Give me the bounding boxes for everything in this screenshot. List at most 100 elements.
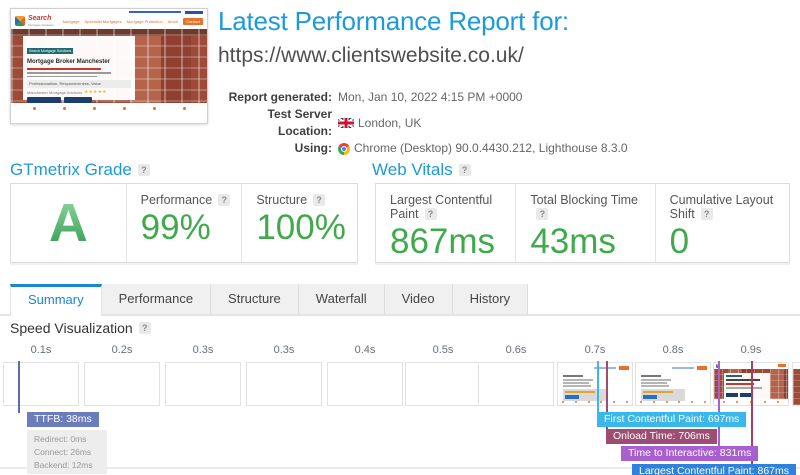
structure-metric-cell: Structure? 100% xyxy=(241,184,357,262)
thumb-nav-item: About xyxy=(167,19,179,24)
thumb-nav-item: Mortgage xyxy=(62,19,80,24)
thumb-email-link xyxy=(129,11,181,13)
filmstrip-frame-blank[interactable] xyxy=(84,362,160,406)
ttfb-detail-redirect: Redirect: 0ms xyxy=(34,434,87,444)
time-to-interactive-marker-line xyxy=(718,361,720,447)
time-to-interactive-badge[interactable]: Time to Interactive: 831ms xyxy=(621,446,759,461)
filmstrip-frame-blank[interactable] xyxy=(478,362,554,406)
lcp-metric-cell: Largest Contentful Paint? 867ms xyxy=(376,184,515,262)
filmstrip-frame-blank[interactable] xyxy=(165,362,241,406)
web-vitals-heading: Web Vitals? xyxy=(372,160,471,180)
onload-time-marker-line xyxy=(606,361,608,430)
timeline-tick: 0.5s xyxy=(432,344,454,356)
mini-gray-box xyxy=(641,389,685,401)
mini-text-line xyxy=(563,379,593,381)
mini-text-line xyxy=(563,375,583,377)
tab-performance[interactable]: Performance xyxy=(101,284,212,314)
meta-browser-text: Chrome (Desktop) 90.0.4430.212, Lighthou… xyxy=(354,141,628,155)
mini-nav-line xyxy=(594,367,616,369)
timeline-tick: 0.9s xyxy=(740,344,762,356)
timeline-tick: 0.3s xyxy=(192,344,214,356)
largest-contentful-paint-marker-line xyxy=(751,361,753,465)
help-icon[interactable]: ? xyxy=(138,322,151,334)
cls-label-text: Cumulative Layout Shift xyxy=(669,193,774,221)
onload-time-badge[interactable]: Onload Time: 706ms xyxy=(606,429,717,444)
ttfb-detail-connect: Connect: 26ms xyxy=(34,446,92,457)
filmstrip-frame-blank[interactable] xyxy=(3,362,79,406)
ttfb-details-box: Redirect: 0ms Connect: 26ms Backend: 12m… xyxy=(27,430,107,475)
thumb-rating-label: Manchester Mortgage Advisors xyxy=(27,89,83,95)
structure-label: Structure? xyxy=(256,193,357,207)
help-icon[interactable]: ? xyxy=(137,164,150,176)
tbt-label: Total Blocking Time? xyxy=(530,193,654,221)
cls-metric-cell: Cumulative Layout Shift? 0 xyxy=(654,184,789,262)
thumb-hero-textline xyxy=(27,75,97,77)
mini-text-line xyxy=(563,382,589,384)
filmstrip-frame-blank[interactable] xyxy=(246,362,322,406)
meta-row-location: Test Server Location: London, UK xyxy=(218,106,628,140)
thumb-topbar xyxy=(11,9,207,15)
lcp-label-text: Largest Contentful Paint xyxy=(390,193,493,221)
grade-letter-cell: A xyxy=(11,184,126,262)
help-icon[interactable]: ? xyxy=(424,208,437,220)
cls-value: 0 xyxy=(669,222,690,261)
structure-value: 100% xyxy=(256,208,346,247)
thumb-nav-item: Mortgage Protection xyxy=(126,19,163,24)
meta-row-generated: Report generated: Mon, Jan 10, 2022 4:15… xyxy=(218,89,628,106)
thumb-footer-strip xyxy=(11,103,207,113)
thumb-nav-links: Mortgage Specialist Mortgages Mortgage P… xyxy=(63,18,203,25)
thumb-hero-badge: Search Mortgage Solutions xyxy=(27,48,74,54)
tab-summary[interactable]: Summary xyxy=(10,284,102,316)
first-contentful-paint-badge[interactable]: First Contentful Paint: 697ms xyxy=(597,412,747,427)
thumb-cta-button xyxy=(27,97,61,103)
filmstrip-frame-blank[interactable] xyxy=(405,362,481,406)
mini-hero-overlay xyxy=(724,373,770,399)
ttfb-detail-backend: Backend: 12ms xyxy=(34,459,93,470)
help-icon[interactable]: ? xyxy=(458,164,471,176)
web-vitals-heading-text: Web Vitals xyxy=(372,160,453,179)
report-tabs: Summary Performance Structure Waterfall … xyxy=(10,284,800,316)
mini-orange-button xyxy=(619,366,629,370)
mini-houses-photo xyxy=(793,369,800,405)
thumb-cta-button xyxy=(64,97,92,103)
tab-waterfall[interactable]: Waterfall xyxy=(298,284,385,314)
mini-header-strip xyxy=(793,363,800,369)
filmstrip-frame-blank[interactable] xyxy=(327,362,403,406)
help-icon[interactable]: ? xyxy=(218,194,231,206)
thumb-footer-icon xyxy=(62,106,66,110)
timeline-tick: 0.3s xyxy=(273,344,295,356)
speed-visualization-heading: Speed Visualization? xyxy=(10,320,151,336)
meta-label: Using: xyxy=(294,141,332,155)
site-logo-subtext: Mortgage Solutions xyxy=(28,23,54,27)
thumb-footer-icon xyxy=(122,106,126,110)
thumb-contact-button: Contact xyxy=(183,18,203,25)
tab-video[interactable]: Video xyxy=(384,284,453,314)
help-icon[interactable]: ? xyxy=(700,208,713,220)
help-icon[interactable]: ? xyxy=(313,194,326,206)
largest-contentful-paint-badge[interactable]: Largest Contentful Paint: 867ms xyxy=(632,464,797,475)
filmstrip-frame-partial-render[interactable] xyxy=(635,362,711,406)
lcp-label: Largest Contentful Paint? xyxy=(390,193,515,221)
thumb-navbar: Search Mortgage Solutions Mortgage Speci… xyxy=(11,15,207,29)
timeline-tick: 0.6s xyxy=(505,344,527,356)
site-screenshot-thumbnail[interactable]: Search Mortgage Solutions Mortgage Speci… xyxy=(10,8,208,124)
tab-structure[interactable]: Structure xyxy=(211,284,299,314)
thumb-footer-icon xyxy=(32,106,36,110)
filmstrip-frame-partial-render[interactable] xyxy=(557,362,633,406)
performance-value: 99% xyxy=(140,208,211,247)
tbt-label-text: Total Blocking Time xyxy=(530,193,639,207)
help-icon[interactable]: ? xyxy=(536,208,549,220)
mini-icon-row xyxy=(640,401,706,403)
meta-row-using: Using: Chrome (Desktop) 90.0.4430.212, L… xyxy=(218,140,628,157)
speed-visualization-heading-text: Speed Visualization xyxy=(10,320,133,336)
structure-label-text: Structure xyxy=(256,193,308,207)
mini-text-line xyxy=(641,375,661,377)
filmstrip-frame-full-render-clipped[interactable] xyxy=(792,362,800,406)
ttfb-badge[interactable]: TTFB: 38ms xyxy=(27,412,99,427)
tab-history[interactable]: History xyxy=(452,284,529,314)
report-meta: Report generated: Mon, Jan 10, 2022 4:15… xyxy=(218,89,628,157)
page-title: Latest Performance Report for: xyxy=(218,6,569,36)
meta-value: Chrome (Desktop) 90.0.4430.212, Lighthou… xyxy=(338,140,628,157)
mini-text-line xyxy=(563,385,591,387)
